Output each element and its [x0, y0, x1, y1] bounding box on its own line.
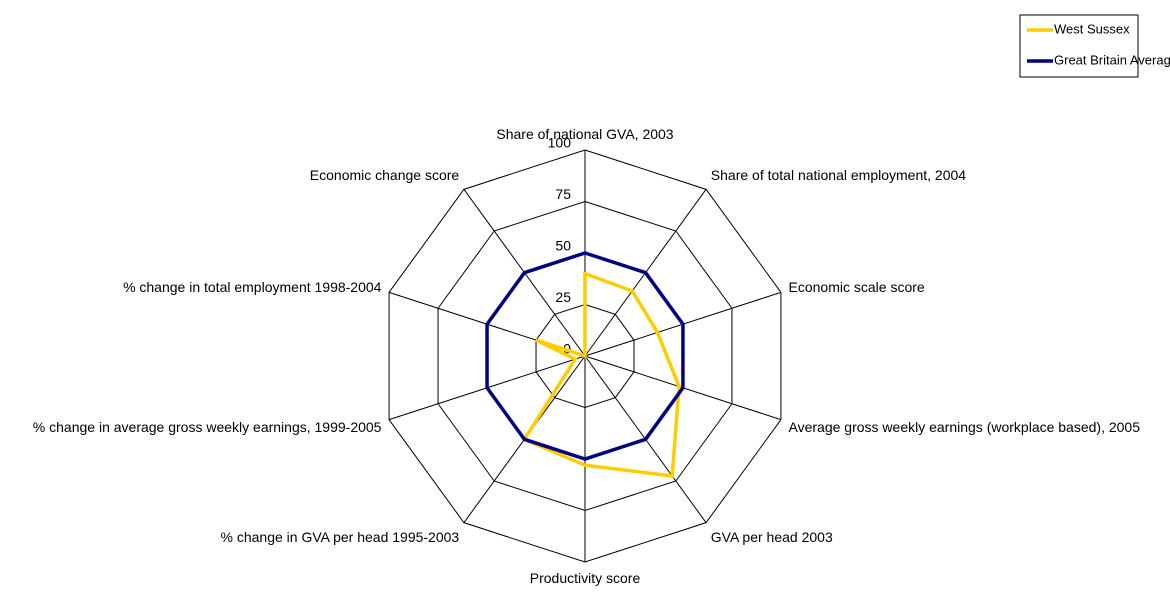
axis-label: Average gross weekly earnings (workplace… — [788, 418, 1141, 435]
axis-label: Share of total national employment, 2004 — [710, 166, 967, 183]
legend-box — [1019, 14, 1139, 78]
r-tick-label: 25 — [555, 289, 571, 305]
r-tick-label: 50 — [555, 238, 571, 254]
axis-label: Economic change score — [309, 166, 460, 183]
legend-label: West Sussex — [1054, 21, 1130, 36]
r-tick-label: 75 — [555, 186, 571, 202]
legend-label: Great Britain Average — [1054, 52, 1170, 67]
axis-label: % change in average gross weekly earning… — [32, 418, 382, 435]
r-tick-label: 100 — [548, 135, 572, 151]
axis-label: GVA per head 2003 — [710, 529, 833, 546]
axis-label: Economic scale score — [788, 278, 925, 295]
axis-label: Productivity score — [529, 570, 641, 586]
axis-label: Share of national GVA, 2003 — [496, 126, 674, 142]
series-line — [521, 271, 681, 478]
axis-label: % change in GVA per head 1995-2003 — [220, 529, 460, 546]
series-line — [485, 251, 685, 461]
axis-label: % change in total employment 1998-2004 — [123, 278, 382, 295]
